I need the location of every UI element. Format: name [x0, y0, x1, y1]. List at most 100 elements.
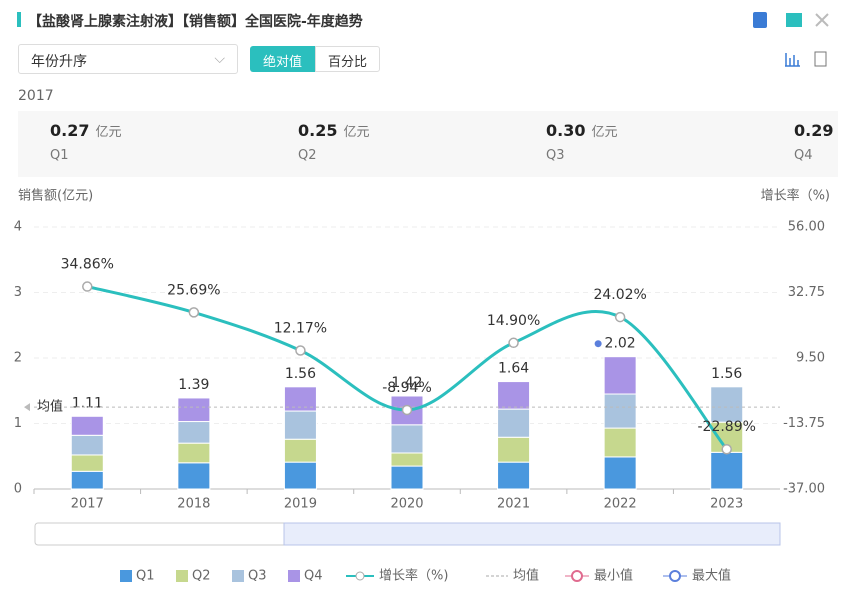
kpi-card: 0.27 亿元 Q1 — [50, 121, 250, 163]
bar-segment — [70, 434, 104, 456]
growth-point — [508, 337, 519, 349]
total-label: 2.02 — [605, 336, 636, 352]
title: 【盐酸肾上腺素注射液】【销售额】全国医院-年度趋势 — [28, 14, 363, 30]
kpi-cards: 0.27 亿元 Q1 0.25 亿元 Q2 0.30 亿元 Q3 0.29亿元Q4 — [18, 111, 838, 177]
mode-button[interactable]: 绝对值 — [250, 46, 316, 72]
total-label: 1.56 — [711, 366, 742, 382]
bar-segment — [390, 424, 424, 454]
legend-label: Q1 — [136, 569, 155, 584]
bar-segment — [497, 381, 531, 410]
growth-point — [614, 311, 626, 323]
kpi-label: Q1 — [50, 148, 69, 163]
x-tick-label: 2023 — [710, 497, 743, 512]
bar-segment — [177, 397, 211, 423]
bar-segment — [177, 462, 211, 490]
title-bar — [17, 12, 21, 27]
bar-segment — [497, 461, 531, 490]
x-tick-label: 2017 — [71, 497, 104, 512]
bar-segment — [710, 386, 744, 423]
growth-label: 12.17% — [274, 320, 327, 336]
growth-label: 34.86% — [61, 257, 114, 273]
kpi-value: 0.30 — [546, 121, 586, 140]
total-label: 1.39 — [178, 377, 209, 393]
growth-label: 14.90% — [487, 313, 540, 329]
bar-segment — [390, 452, 424, 467]
toolbar-icons[interactable] — [750, 10, 840, 30]
legend-swatch — [355, 571, 365, 581]
bar-segment — [177, 421, 211, 444]
bar-segment — [283, 410, 317, 440]
bar-segment — [283, 438, 317, 463]
mode-button[interactable]: 百分比 — [315, 46, 381, 72]
kpi-unit: 亿元 — [591, 125, 618, 140]
kpi-label: Q4 — [794, 148, 813, 163]
bar-segment — [497, 408, 531, 438]
kpi-unit: 亿元 — [95, 125, 122, 140]
kpi-value: 0.25 — [298, 121, 338, 140]
y-tick-label: 1 — [14, 416, 22, 431]
kpi-label: Q3 — [546, 148, 565, 163]
y2-axis-title: 增长率（%) — [761, 188, 830, 204]
bar-segment — [70, 470, 104, 490]
y-axis-title: 销售额(亿元) — [18, 188, 93, 204]
total-label: 1.56 — [285, 366, 316, 382]
bar-segment — [710, 451, 744, 490]
bar-segment — [70, 454, 104, 472]
zoom-window[interactable] — [283, 522, 781, 546]
sort-text: 年份升序 — [31, 54, 87, 70]
legend-swatch — [232, 570, 244, 582]
legend-swatch — [571, 570, 583, 582]
y-tick-label: 0 — [14, 482, 22, 497]
y-tick-label: 2 — [14, 351, 22, 366]
average-arrow — [24, 403, 30, 412]
bar-segment — [603, 427, 637, 458]
kpi-card: 0.25 亿元 Q2 — [298, 121, 498, 163]
legend-swatch — [669, 570, 681, 582]
growth-point — [188, 307, 200, 318]
bar-segment — [603, 356, 637, 395]
growth-label: -8.94% — [382, 380, 432, 396]
legend-swatch — [176, 570, 188, 582]
kpi-card: 0.29亿元Q4 — [794, 121, 838, 163]
bar-segment — [177, 442, 211, 464]
total-label: 1.11 — [72, 395, 103, 411]
legend-label: 增长率（%) — [379, 568, 448, 584]
kpi-unit: 亿元 — [343, 125, 370, 140]
y-tick-label: 3 — [14, 285, 22, 300]
mode-toggle: 绝对值 百分比 — [250, 46, 381, 72]
x-tick-label: 2020 — [390, 497, 423, 512]
kpi-value: 0.27 — [50, 121, 90, 140]
legend-label: Q4 — [304, 569, 323, 584]
legend-label: Q2 — [192, 569, 211, 584]
y2-tick-label: -37.00 — [783, 482, 825, 497]
bar-segment — [283, 461, 317, 490]
kpi-label: Q2 — [298, 148, 317, 163]
view-icons[interactable] — [784, 50, 834, 68]
legend-swatch — [288, 570, 300, 582]
legend-swatch — [120, 570, 132, 582]
kpi-year: 2017 — [18, 88, 54, 104]
y-tick-label: 4 — [14, 220, 22, 235]
sort-select[interactable]: 年份升序 ⌵ — [18, 44, 238, 74]
growth-label: -22.89% — [697, 419, 755, 435]
x-tick-label: 2018 — [177, 497, 210, 512]
bar-segment — [603, 456, 637, 490]
legend-label: 均值 — [513, 568, 539, 584]
x-tick-label: 2022 — [604, 497, 637, 512]
total-label: 1.64 — [498, 361, 529, 377]
bar-segment — [70, 415, 104, 436]
y2-tick-label: 56.00 — [788, 220, 825, 235]
y2-tick-label: 9.50 — [796, 351, 825, 366]
x-tick-label: 2019 — [284, 497, 317, 512]
growth-point — [82, 281, 93, 292]
growth-label: 25.69% — [167, 282, 220, 298]
bar-segment — [497, 436, 531, 463]
total-label: 1.42 — [391, 375, 422, 391]
y2-tick-label: -13.75 — [783, 416, 825, 431]
bar-segment — [390, 465, 424, 490]
max-marker — [594, 340, 602, 348]
kpi-value: 0.29 — [794, 121, 834, 140]
legend-label: Q3 — [248, 569, 267, 584]
